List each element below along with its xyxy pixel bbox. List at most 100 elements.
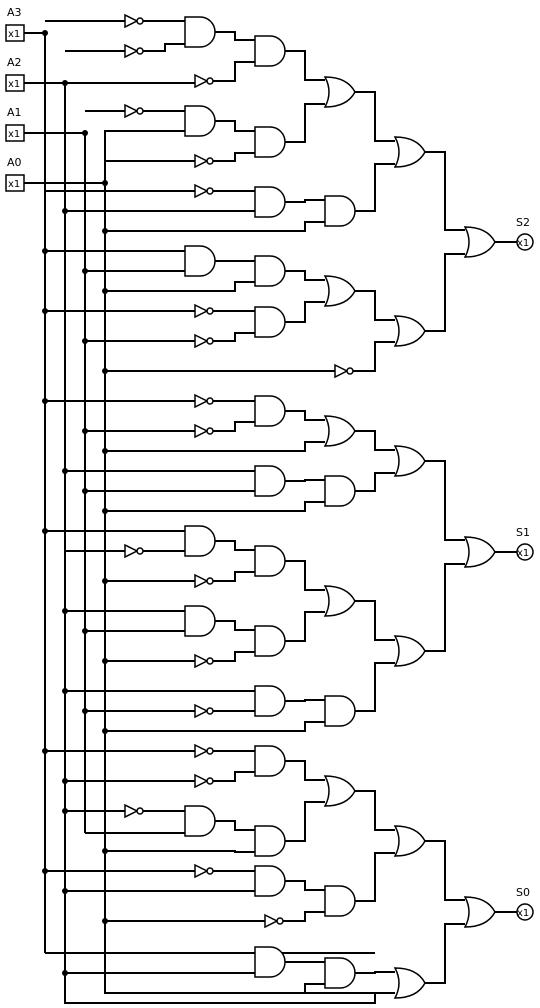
not-bubble-87	[346, 367, 354, 375]
and-gate-162	[324, 695, 356, 727]
input-pin-a2[interactable]: A2 x1	[5, 56, 25, 92]
junction-dot-174	[62, 778, 68, 784]
junction-dot-214	[62, 970, 68, 976]
not-gate-100	[194, 423, 209, 439]
and-gate-113	[254, 465, 286, 497]
wire-128	[215, 540, 255, 551]
not-gate-196	[194, 863, 209, 879]
output-pin-s2[interactable]: S2 x1	[516, 216, 534, 251]
or-gate-210	[393, 825, 426, 857]
wire-23	[215, 31, 255, 41]
output-circle-s0[interactable]	[516, 903, 534, 921]
not-bubble-16	[136, 17, 144, 25]
wire-115	[105, 501, 325, 512]
wire-108	[355, 430, 395, 451]
not-bubble-197	[206, 867, 214, 875]
output-label-s2: S2	[516, 216, 530, 229]
input-value-a3: x1	[8, 29, 20, 40]
wire-57	[355, 163, 395, 212]
and-gate-52	[254, 186, 286, 218]
wire-66	[105, 281, 255, 292]
and-gate-208	[324, 885, 356, 917]
wire-83	[355, 290, 395, 321]
output-circle-s2[interactable]	[516, 233, 534, 251]
wire-188	[105, 850, 255, 853]
wire-81	[285, 301, 325, 323]
or-gate-58	[393, 136, 426, 168]
not-bubble-171	[206, 747, 214, 755]
wire-165	[425, 563, 465, 652]
not-bubble-183	[136, 807, 144, 815]
wire-59	[425, 151, 465, 231]
or-gate-164	[393, 635, 426, 667]
input-pin-a3[interactable]: A3 x1	[5, 6, 25, 42]
wire-202	[285, 880, 325, 891]
and-gate-42	[254, 126, 286, 158]
input-box-a3[interactable]	[5, 24, 25, 42]
junction-dot-63	[82, 268, 88, 274]
not-gate-155	[194, 703, 209, 719]
input-box-a0[interactable]	[5, 174, 25, 192]
not-gate-39	[194, 153, 209, 169]
not-bubble-40	[206, 157, 214, 165]
and-gate-36	[184, 105, 216, 137]
not-bubble-73	[206, 307, 214, 315]
not-bubble-176	[206, 777, 214, 785]
wire-21	[143, 43, 185, 52]
input-value-a0: x1	[8, 179, 20, 190]
junction-dot-99	[82, 428, 88, 434]
junction-dot-161	[102, 728, 108, 734]
not-gate-47	[194, 183, 209, 199]
not-bubble-145	[206, 657, 214, 665]
junction-dot-55	[102, 228, 108, 234]
not-bubble-132	[206, 577, 214, 585]
output-value-s2: x1	[517, 238, 529, 249]
and-gate-140	[184, 605, 216, 637]
wire-133	[213, 571, 255, 582]
input-label-a3: A3	[7, 6, 22, 19]
or-gate-91	[463, 226, 496, 258]
junction-dot-200	[62, 888, 68, 894]
wire-207	[283, 911, 325, 922]
output-label-s1: S1	[516, 526, 530, 539]
wire-146	[213, 651, 255, 662]
junction-dot-139	[82, 628, 88, 634]
and-gate-147	[254, 625, 286, 657]
or-gate-89	[393, 315, 426, 347]
wire-221	[425, 923, 465, 984]
junction-dot-189	[102, 848, 108, 854]
wire-29	[285, 50, 325, 81]
junction-dot-71	[42, 308, 48, 314]
or-gate-82	[323, 275, 356, 307]
output-label-s0: S0	[516, 886, 530, 899]
junction-dot-137	[62, 608, 68, 614]
not-bubble-125	[136, 547, 144, 555]
input-box-a2[interactable]	[5, 74, 25, 92]
input-pin-a1[interactable]: A1 x1	[5, 106, 25, 142]
input-value-a2: x1	[8, 79, 20, 90]
wire-41	[213, 152, 255, 162]
junction-dot-143	[102, 658, 108, 664]
wire-90	[425, 253, 465, 332]
wire-105	[105, 441, 325, 452]
and-gate-117	[324, 475, 356, 507]
wire-53	[285, 199, 325, 203]
wire-45	[355, 91, 395, 142]
wires	[24, 20, 517, 1004]
or-gate-222	[463, 896, 496, 928]
output-pin-s1[interactable]: S1 x1	[516, 526, 534, 561]
and-gate-22	[184, 16, 216, 48]
wire-79	[213, 332, 255, 342]
input-box-a1[interactable]	[5, 124, 25, 142]
or-gate-44	[323, 76, 356, 108]
output-pin-s0[interactable]: S0 x1	[516, 886, 534, 921]
not-bubble-26	[206, 77, 214, 85]
wire-159	[285, 699, 325, 702]
output-circle-s1[interactable]	[516, 543, 534, 561]
wire-211	[425, 840, 465, 901]
or-gate-149	[323, 585, 356, 617]
not-bubble-20	[136, 47, 144, 55]
wire-88	[353, 341, 395, 372]
wire-179	[285, 760, 325, 781]
input-pin-a0[interactable]: A0 x1	[5, 156, 25, 192]
